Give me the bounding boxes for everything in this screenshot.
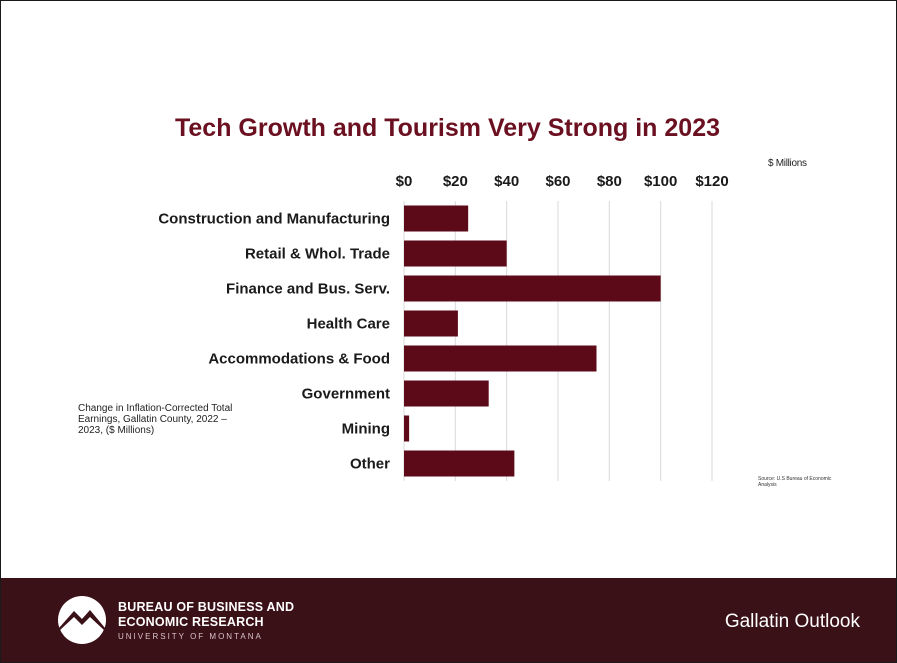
chart-note: Change in Inflation-Corrected Total Earn… bbox=[78, 403, 233, 436]
category-label: Government bbox=[302, 386, 390, 403]
bar bbox=[404, 275, 661, 302]
bar bbox=[404, 450, 515, 477]
chart-source: Source: U.S Bureau of Economic Analysis bbox=[758, 476, 832, 488]
footer-bar: BUREAU OF BUSINESS AND ECONOMIC RESEARCH… bbox=[1, 578, 896, 662]
org-name-line2: ECONOMIC RESEARCH bbox=[118, 615, 264, 629]
category-label: Retail & Whol. Trade bbox=[245, 246, 390, 263]
bar bbox=[404, 345, 597, 372]
category-label: Construction and Manufacturing bbox=[158, 211, 390, 228]
chart-title: Tech Growth and Tourism Very Strong in 2… bbox=[174, 114, 721, 142]
category-label: Other bbox=[350, 456, 390, 473]
bar bbox=[404, 415, 410, 442]
x-tick-label: $60 bbox=[545, 173, 570, 190]
bar bbox=[404, 240, 507, 267]
bar bbox=[404, 205, 469, 232]
x-tick-label: $40 bbox=[494, 173, 519, 190]
units-label: $ Millions bbox=[768, 158, 807, 169]
x-tick-label: $20 bbox=[443, 173, 468, 190]
org-name-line1: BUREAU OF BUSINESS AND bbox=[118, 600, 295, 614]
x-tick-label: $80 bbox=[597, 173, 622, 190]
bar bbox=[404, 310, 458, 337]
category-label: Mining bbox=[342, 421, 390, 438]
x-tick-label: $100 bbox=[644, 173, 677, 190]
bar bbox=[404, 380, 489, 407]
x-tick-label: $0 bbox=[396, 173, 413, 190]
org-university: UNIVERSITY OF MONTANA bbox=[118, 632, 263, 641]
category-label: Health Care bbox=[307, 316, 390, 333]
category-label: Accommodations & Food bbox=[208, 351, 390, 368]
x-tick-label: $120 bbox=[695, 173, 728, 190]
mountain-circle-icon bbox=[58, 596, 106, 644]
category-label: Finance and Bus. Serv. bbox=[226, 281, 390, 298]
brand-name: Gallatin Outlook bbox=[724, 611, 860, 632]
